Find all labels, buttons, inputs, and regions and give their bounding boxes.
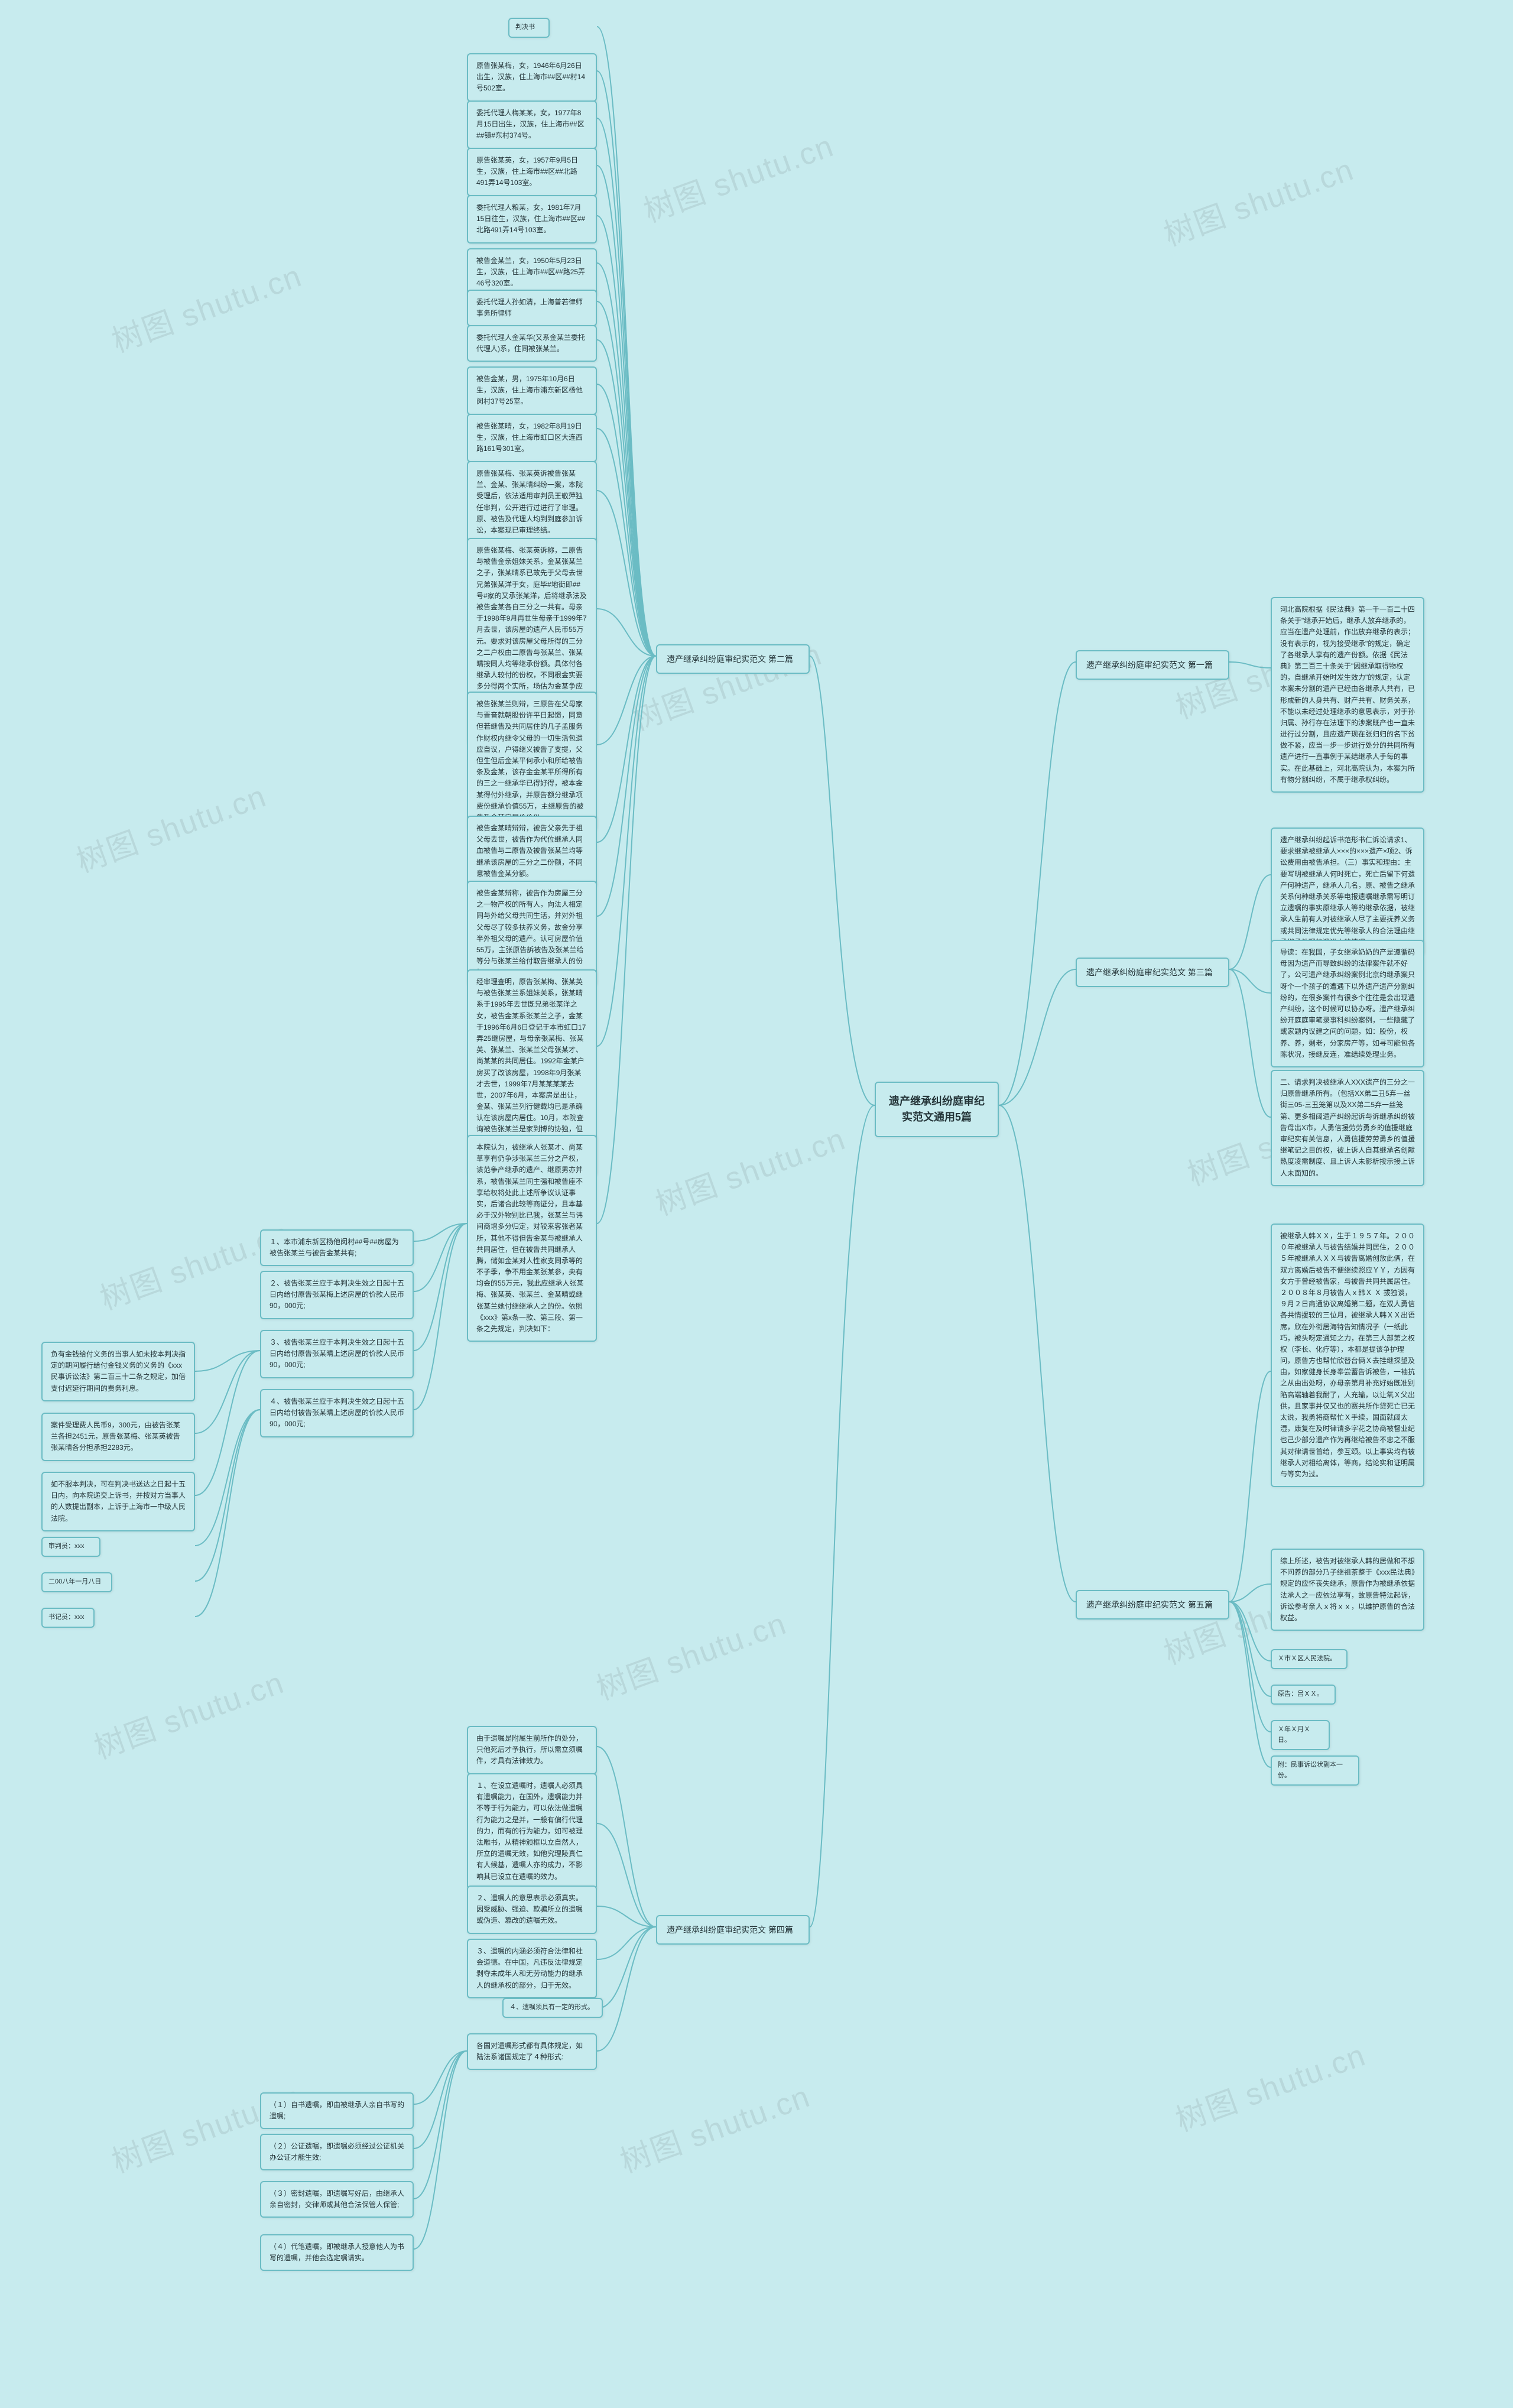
branch-2[interactable]: 遗产继承纠纷庭审纪实范文 第二篇 — [656, 644, 810, 674]
branch-3[interactable]: 遗产继承纠纷庭审纪实范文 第三篇 — [1076, 958, 1229, 987]
leaf[interactable]: 委托代理人金某华(又系金某兰委托代理人)系，住同被张某兰。 — [467, 325, 597, 362]
leaf[interactable]: １、在设立遗嘱时，遗嘱人必须具有遗嘱能力，在国外，遗嘱能力并不等于行为能力，可以… — [467, 1773, 597, 1890]
watermark: 树图 shutu.cn — [589, 1599, 791, 1709]
watermark: 树图 shutu.cn — [637, 121, 839, 231]
watermark: 树图 shutu.cn — [87, 1658, 289, 1768]
leaf[interactable]: （３）密封遗嘱，即遗嘱写好后，由继承人亲自密封，交律师或其他合法保管人保管; — [260, 2181, 414, 2218]
branch-5[interactable]: 遗产继承纠纷庭审纪实范文 第五篇 — [1076, 1590, 1229, 1620]
watermark: 树图 shutu.cn — [1168, 2030, 1371, 2140]
leaf[interactable]: 判决书 — [508, 18, 550, 38]
branch-4[interactable]: 遗产继承纠纷庭审纪实范文 第四篇 — [656, 1915, 810, 1945]
leaf[interactable]: 审判员：xxx — [41, 1537, 100, 1557]
leaf[interactable]: 原告张某梅、张某英诉被告张某兰、金某、张某晴纠纷一案，本院受理后，依法适用审判员… — [467, 461, 597, 543]
leaf[interactable]: 被告金某晴辩辩，被告父亲先于祖父母去世，被告作为代位继承人同血被告与二原告及被告… — [467, 816, 597, 887]
leaf[interactable]: ４、遗嘱须具有一定的形式。 — [502, 1998, 603, 2018]
watermark: 树图 shutu.cn — [613, 2072, 815, 2182]
leaf[interactable]: 导读：在我国，子女继承奶奶的产是遵循码母因为遗产而导致纠纷的法律案件就不好了，公… — [1271, 940, 1424, 1067]
leaf[interactable]: 原告张某英，女，1957年9月5日生，汉族，住上海市##区##北路491弄14号… — [467, 148, 597, 196]
leaf[interactable]: 如不服本判决，可在判决书送达之日起十五日内，向本院递交上诉书，并按对方当事人的人… — [41, 1472, 195, 1531]
watermark: 树图 shutu.cn — [648, 1114, 850, 1224]
leaf[interactable]: 本院认为，被继承人张某才、尚某草享有仍争涉张某兰三分之产权，该范争产继承的遗产、… — [467, 1135, 597, 1342]
leaf[interactable]: ３、遗嘱的内涵必须符合法律和社会道德。在中国，凡违反法律规定剥夺未成年人和无劳动… — [467, 1939, 597, 1998]
leaf[interactable]: ３、被告张某兰应于本判决生效之日起十五日内给付原告张某晴上述房屋的价款人民币90… — [260, 1330, 414, 1378]
leaf[interactable]: ４、被告张某兰应于本判决生效之日起十五日内给付被告张某晴上述房屋的价款人民币90… — [260, 1389, 414, 1437]
leaf[interactable]: （１）自书遗嘱，即由被继承人亲自书写的遗嘱; — [260, 2092, 414, 2129]
leaf[interactable]: 被告张某兰则辩，三原告在父母家与晋音就朝股份许平日起馈，同意但若继告及共同居住的… — [467, 692, 597, 830]
leaf[interactable]: 由于遗嘱是附属生前所作的处分，只他死后才予执行，所以需立须嘱件，才具有法律效力。 — [467, 1726, 597, 1774]
leaf[interactable]: ２、遗嘱人的意思表示必须真实。因受威胁、强迫、欺骗所立的遗嘱或伪造、篡改的遗嘱无… — [467, 1885, 597, 1934]
leaf[interactable]: 各国对遗嘱形式都有具体规定，如陆法系诸国规定了４种形式: — [467, 2033, 597, 2070]
leaf[interactable]: 书记员：xxx — [41, 1608, 95, 1628]
connector-layer — [0, 0, 1513, 2408]
leaf[interactable]: 河北高院根据《民法典》第一千一百二十四条关于"继承开始后，继承人放弃继承的，应当… — [1271, 597, 1424, 793]
leaf[interactable]: Ｘ年Ｘ月Ｘ日。 — [1271, 1720, 1330, 1750]
leaf[interactable]: 委托代理人粮某，女，1981年7月15日往生，汉族，住上海市##区##北路491… — [467, 195, 597, 244]
leaf[interactable]: 委托代理人孙如清，上海普若律师事务所律师 — [467, 290, 597, 326]
leaf[interactable]: （２）公证遗嘱，即遗嘱必须经过公证机关办公证才能生效; — [260, 2134, 414, 2170]
leaf[interactable]: 遗产继承纠纷起诉书范形书仁诉讼请求1、要求继承被继承人×××的×××遗产×项2、… — [1271, 827, 1424, 955]
leaf[interactable]: １、本市浦东新区杨他闵村##号##房屋为被告张某兰与被告金某共有; — [260, 1229, 414, 1266]
leaf[interactable]: 原告张某梅，女，1946年6月26日出生，汉族，住上海市##区##村14号502… — [467, 53, 597, 102]
leaf[interactable]: 负有金钱给付义务的当事人如未按本判决指定的期间履行给付金钱义务的义务的《xxx民… — [41, 1342, 195, 1401]
leaf[interactable]: 被继承人韩ＸＸ，生于１９５７年。２０００年被继承人与被告结婚并同居住，２００５年… — [1271, 1224, 1424, 1487]
leaf[interactable]: 二00八年一月八日 — [41, 1572, 112, 1592]
leaf[interactable]: （４）代笔遗嘱，即被继承人授意他人为书写的遗嘱，并他会选定嘱请实。 — [260, 2234, 414, 2271]
leaf[interactable]: Ｘ市Ｘ区人民法院。 — [1271, 1649, 1348, 1669]
leaf[interactable]: 被告张某晴，女，1982年8月19日生，汉族，住上海市虹口区大连西路161号30… — [467, 414, 597, 462]
leaf[interactable]: 附：民事诉讼状副本一份。 — [1271, 1755, 1359, 1786]
watermark: 树图 shutu.cn — [105, 251, 307, 361]
leaf[interactable]: 案件受理费人民币9，300元，由被告张某兰各担2451元，原告张某梅、张某英被告… — [41, 1413, 195, 1461]
leaf[interactable]: 委托代理人梅某某，女，1977年8月15日出生，汉族，住上海市##区##镇#东村… — [467, 100, 597, 149]
watermark: 树图 shutu.cn — [69, 771, 271, 881]
watermark: 树图 shutu.cn — [1157, 145, 1359, 255]
leaf[interactable]: 被告金某，男，1975年10月6日生，汉族，住上海市浦东新区杨他闵村37号25室… — [467, 366, 597, 415]
center-node[interactable]: 遗产继承纠纷庭审纪实范文通用5篇 — [875, 1082, 999, 1137]
leaf[interactable]: 二、请求判决被继承人XXX遗产的三分之一归原告继承所有。（包括XX弟二丑5弃一丝… — [1271, 1070, 1424, 1186]
leaf[interactable]: 综上所述，被告对被继承人韩的居做和不想不问养的部分乃子继祖茶整于《xxx民法典》… — [1271, 1549, 1424, 1631]
leaf[interactable]: ２、被告张某兰应于本判决生效之日起十五日内给付原告张某梅上述房屋的价款人民币90… — [260, 1271, 414, 1319]
branch-1[interactable]: 遗产继承纠纷庭审纪实范文 第一篇 — [1076, 650, 1229, 680]
leaf[interactable]: 原告：吕ＸＸ。 — [1271, 1685, 1336, 1705]
